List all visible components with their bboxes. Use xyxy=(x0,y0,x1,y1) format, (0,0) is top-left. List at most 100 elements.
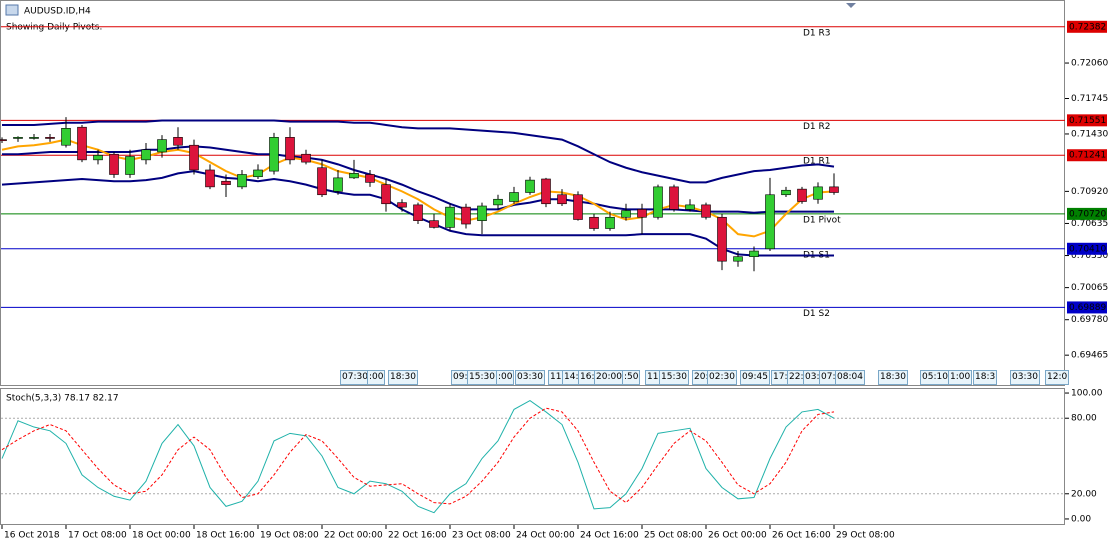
x-tick-label: 18 Oct 00:00 xyxy=(132,531,191,541)
candle-body xyxy=(397,202,407,208)
symbol-icon xyxy=(5,4,19,16)
candle-body xyxy=(701,204,711,218)
candle-body xyxy=(365,174,375,183)
chart-title: AUDUSD.ID,H4 xyxy=(24,7,91,17)
x-tick-label: 17 Oct 08:00 xyxy=(68,531,127,541)
y-tick-label: 0.69465 xyxy=(1071,351,1108,361)
y-tick-label: 100.00 xyxy=(1071,389,1103,399)
x-tick-label: 24 Oct 00:00 xyxy=(516,531,575,541)
y-tick-label: 0.70065 xyxy=(1071,283,1108,293)
candle-body xyxy=(653,186,663,218)
x-tick-label: 18 Oct 16:00 xyxy=(196,531,255,541)
time-marker: 08:04 xyxy=(835,370,865,385)
pivot-price-label: 0.69889 xyxy=(1069,303,1106,313)
indicator-title: Stoch(5,3,3) 78.17 82.17 xyxy=(6,394,119,404)
x-tick-label: 26 Oct 16:00 xyxy=(772,531,831,541)
pivot-price-label: 0.70720 xyxy=(1069,209,1106,219)
y-tick-label: 0.71745 xyxy=(1071,94,1108,104)
y-tick-label: 0.70635 xyxy=(1071,219,1108,229)
stoch-line xyxy=(1,407,835,505)
candle-body xyxy=(13,137,23,139)
pivot-label: D1 Pivot xyxy=(803,215,841,225)
candle-body xyxy=(637,209,647,218)
time-marker: 03:30 xyxy=(1010,370,1040,385)
candle-body xyxy=(269,137,279,172)
candle-body xyxy=(605,216,615,229)
x-tick-label: 22 Oct 00:00 xyxy=(324,531,383,541)
pivot-price-label: 0.72382 xyxy=(1069,22,1106,32)
time-marker: 18:30 xyxy=(388,370,418,385)
x-tick-label: 23 Oct 08:00 xyxy=(452,531,511,541)
x-tick-label: 25 Oct 08:00 xyxy=(644,531,703,541)
time-marker: 1:00 xyxy=(948,370,973,385)
candle-body xyxy=(621,210,631,218)
pivot-price-box xyxy=(1067,242,1107,255)
candle-body xyxy=(413,204,423,221)
candle-body xyxy=(813,186,823,200)
candle-body xyxy=(461,206,471,225)
candle-body xyxy=(541,178,551,205)
candle-body xyxy=(589,216,599,229)
candle-body xyxy=(557,194,567,205)
pivot-price-box xyxy=(1067,301,1107,314)
candle-body xyxy=(717,216,727,262)
pivot-price-box xyxy=(1067,149,1107,162)
candle-body xyxy=(685,204,695,210)
candle-body xyxy=(333,177,343,192)
candle-body xyxy=(221,180,231,185)
candle-body xyxy=(317,167,327,196)
indicator-line xyxy=(2,145,834,214)
candle-body xyxy=(125,156,135,175)
time-marker: 09:45 xyxy=(740,370,770,385)
time-marker: :00 xyxy=(367,370,386,385)
pivot-label: D1 S2 xyxy=(803,309,830,319)
y-tick-label: 0.70920 xyxy=(1071,187,1108,197)
candle-body xyxy=(525,179,535,193)
candle-body xyxy=(349,173,359,179)
candle-body xyxy=(301,153,311,163)
indicator-line xyxy=(2,119,835,184)
time-marker: :50 xyxy=(622,370,641,385)
chart-subtitle: Showing Daily Pivots. xyxy=(6,23,102,33)
candle-body xyxy=(573,194,583,220)
time-marker: 03:30 xyxy=(515,370,545,385)
x-tick-label: 29 Oct 08:00 xyxy=(836,531,895,541)
candle-body xyxy=(733,256,743,262)
candle-body xyxy=(285,137,295,161)
candle-body xyxy=(0,139,7,142)
candle-body xyxy=(45,137,55,139)
y-tick-label: 0.69780 xyxy=(1071,315,1108,325)
candle-body xyxy=(509,192,519,202)
time-marker: 20:00 xyxy=(594,370,624,385)
y-tick-label: 0.72060 xyxy=(1071,59,1108,69)
y-tick-label: 0.70350 xyxy=(1071,251,1108,261)
time-marker: 05:10 xyxy=(920,370,950,385)
indicator-line xyxy=(1,138,835,238)
candle-body xyxy=(237,174,247,188)
pivot-price-label: 0.71551 xyxy=(1069,116,1106,126)
time-marker: 15:30 xyxy=(659,370,689,385)
candle-body xyxy=(477,205,487,221)
time-marker: 18:3 xyxy=(973,370,998,385)
candle-body xyxy=(781,189,791,196)
candle-body xyxy=(61,128,71,146)
candle-body xyxy=(141,149,151,161)
x-tick-label: 19 Oct 08:00 xyxy=(260,531,319,541)
pivot-price-label: 0.70410 xyxy=(1069,244,1106,254)
candle-body xyxy=(109,153,119,175)
y-tick-label: 0.71430 xyxy=(1071,129,1108,139)
candle-body xyxy=(829,186,839,193)
x-tick-label: 22 Oct 16:00 xyxy=(388,531,447,541)
candle-body xyxy=(445,206,455,228)
x-tick-label: 24 Oct 16:00 xyxy=(580,531,639,541)
candle-body xyxy=(173,137,183,146)
x-tick-label: 16 Oct 2018 xyxy=(4,531,60,541)
candle-body xyxy=(797,188,807,202)
shift-marker xyxy=(846,3,856,8)
pivot-price-label: 0.71241 xyxy=(1069,151,1106,161)
pivot-price-box xyxy=(1067,207,1107,220)
pivot-label: D1 R2 xyxy=(803,122,831,132)
candle-body xyxy=(253,169,263,178)
